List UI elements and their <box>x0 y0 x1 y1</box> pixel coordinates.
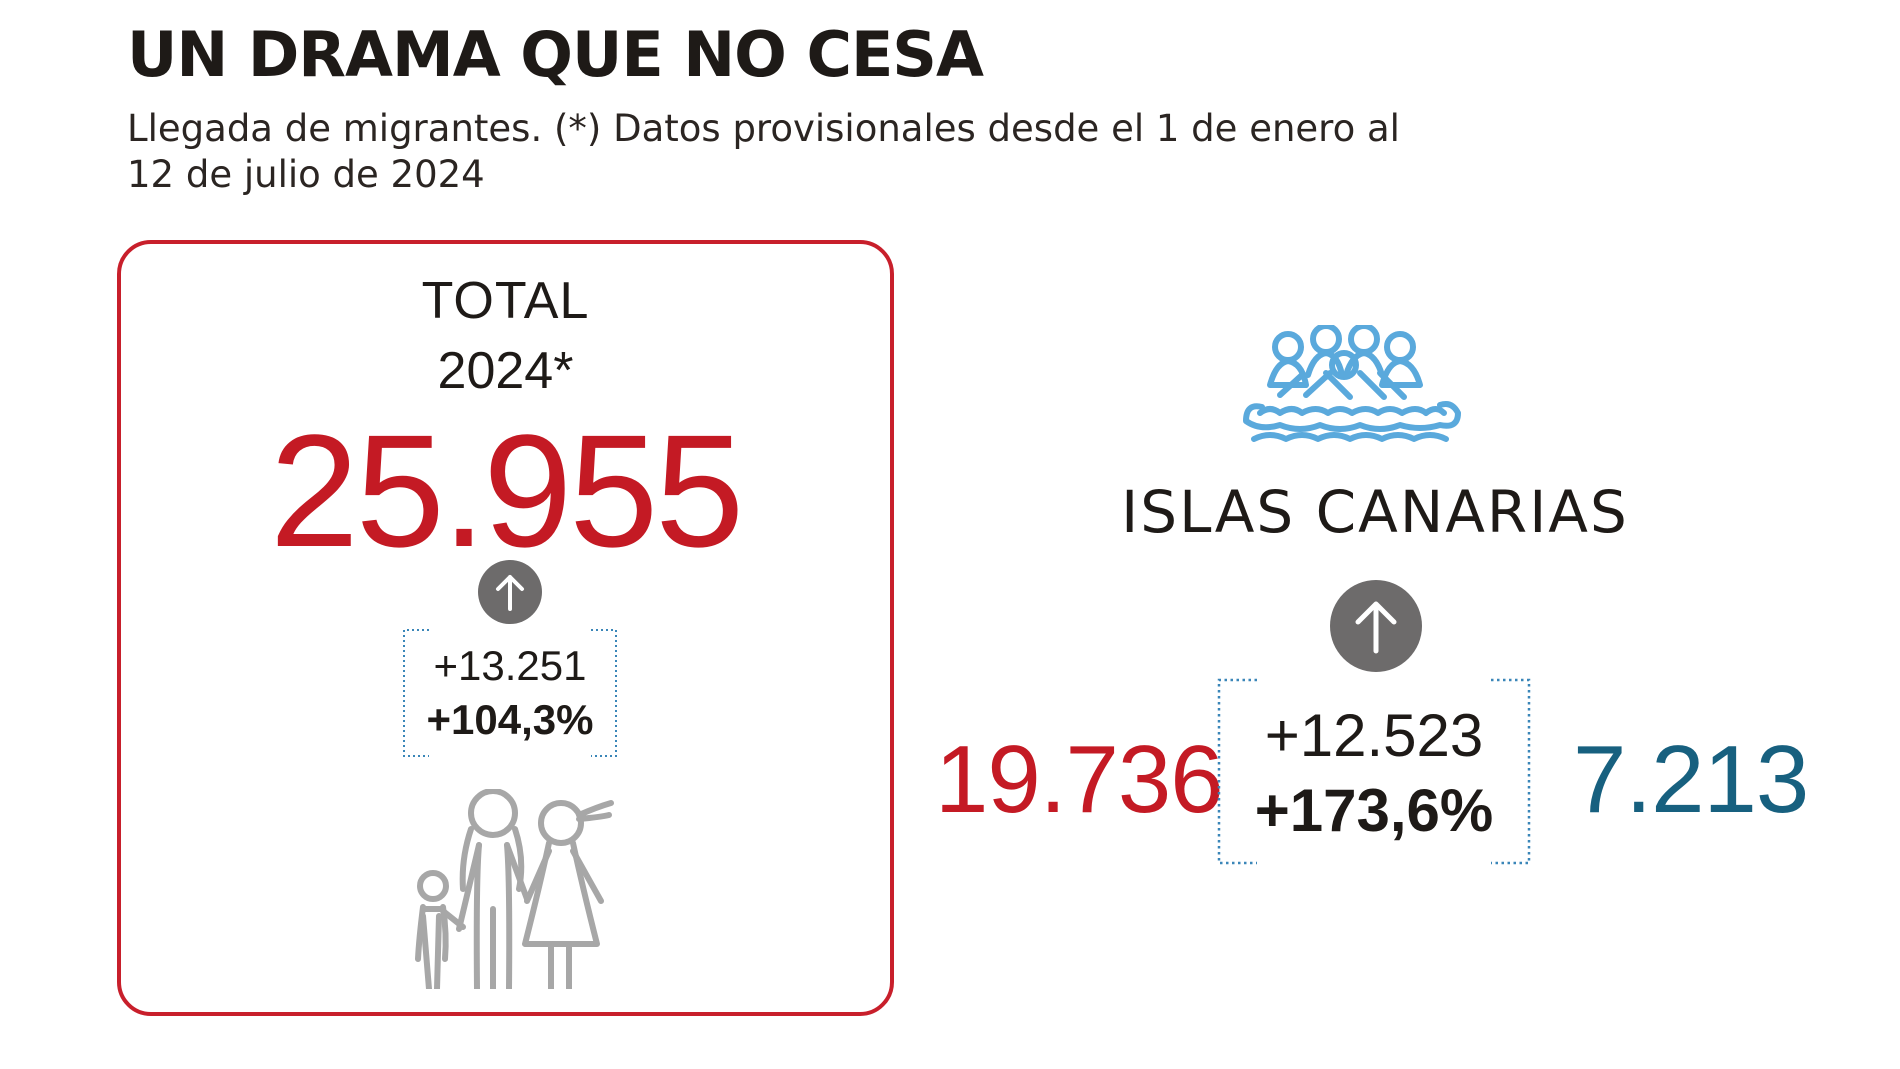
arrow-up-icon <box>1330 580 1422 672</box>
migrant-boat-icon <box>1243 325 1461 442</box>
total-increase-box: +13.251 +104,3% <box>402 628 618 758</box>
total-label: TOTAL <box>421 272 590 330</box>
page-title: UN DRAMA QUE NO CESA <box>127 18 984 91</box>
canarias-current-value: 19.736 <box>935 726 1224 833</box>
total-value: 25.955 <box>269 401 744 580</box>
page-subtitle: Llegada de migrantes. (*) Datos provisio… <box>127 107 1400 196</box>
total-card: TOTAL 2024* 25.955 +13.251 +104,3% <box>117 240 894 1016</box>
family-icon <box>415 789 614 989</box>
year-label: 2024* <box>437 342 574 400</box>
region-name: ISLAS CANARIAS <box>1121 478 1629 546</box>
total-increase-percent: +104,3% <box>426 696 594 743</box>
canarias-previous-value: 7.213 <box>1573 726 1809 833</box>
canarias-increase-percent: +173,6% <box>1254 777 1494 844</box>
canarias-increase-box: +12.523 +173,6% <box>1217 678 1531 865</box>
canarias-increase-absolute: +12.523 <box>1264 702 1484 769</box>
arrow-up-icon <box>478 560 542 624</box>
dotted-bracket <box>1217 678 1531 865</box>
total-increase-absolute: +13.251 <box>433 642 587 689</box>
